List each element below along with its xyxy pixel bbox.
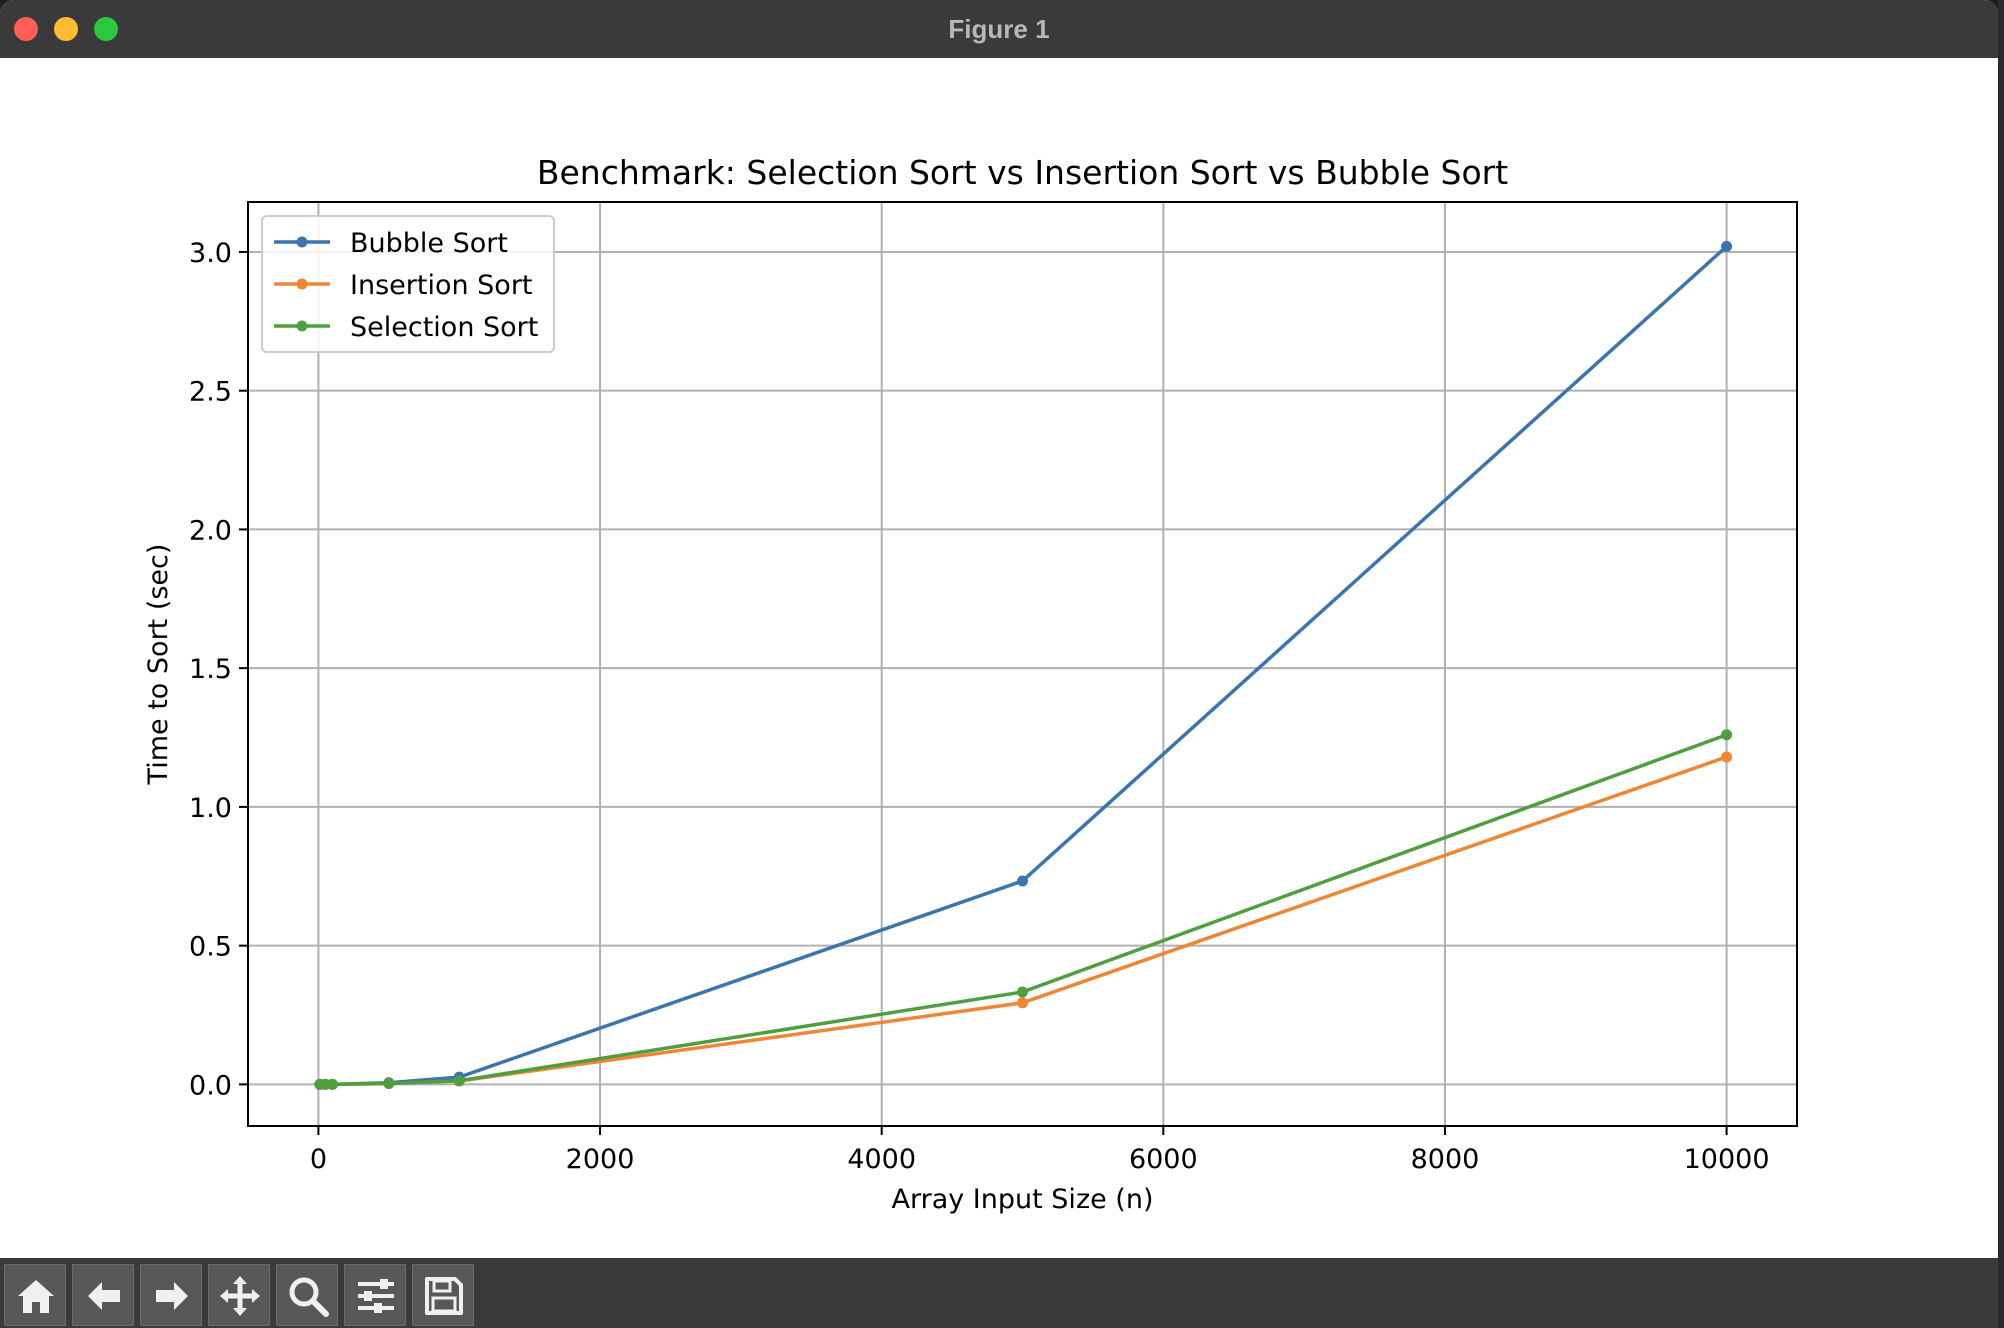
selection-sort-point [1017, 986, 1028, 998]
axes-frame [247, 201, 1798, 1127]
y-tick-label: 0.5 [189, 932, 232, 963]
legend-label-insertion-sort: Insertion Sort [350, 270, 533, 301]
arrow-left-icon [88, 1282, 120, 1310]
bubble-sort-point [1017, 875, 1028, 887]
y-tick-label: 1.0 [189, 793, 232, 824]
sliders-icon [358, 1279, 394, 1313]
y-tick-label: 1.5 [189, 654, 232, 685]
y-axis-label: Time to Sort (sec) [143, 544, 174, 786]
legend-marker-bubble-sort [296, 236, 308, 248]
move-icon [220, 1276, 260, 1316]
x-tick-label: 4000 [847, 1144, 916, 1175]
y-tick-label: 0.0 [189, 1070, 232, 1101]
selection-sort-point [1721, 729, 1733, 741]
chart-title: Benchmark: Selection Sort vs Insertion S… [537, 153, 1508, 192]
x-tick-label: 6000 [1129, 1144, 1198, 1175]
selection-sort-point [453, 1075, 465, 1087]
x-tick-label: 0 [310, 1144, 327, 1175]
insertion-sort-series [314, 751, 1733, 1090]
legend: Bubble Sort Insertion Sort Selection Sort [261, 215, 555, 353]
insertion-sort-point [1017, 997, 1028, 1009]
minimize-window-button[interactable] [54, 17, 78, 41]
configure-subplots-button[interactable] [344, 1264, 406, 1326]
arrow-right-icon [156, 1282, 188, 1310]
save-button[interactable] [412, 1264, 474, 1326]
legend-box [261, 215, 555, 353]
navigation-toolbar [0, 1258, 1998, 1328]
floppy-disk-icon [425, 1277, 463, 1315]
bubble-sort-point [1721, 240, 1733, 252]
selection-sort-point [383, 1078, 395, 1090]
legend-label-selection-sort: Selection Sort [350, 312, 538, 343]
window-title: Figure 1 [948, 14, 1050, 44]
ticks: 0 2000 4000 6000 8000 10000 0.0 0.5 1.0 1.5 2.0 2.5… [189, 238, 1769, 1175]
close-window-button[interactable] [14, 17, 38, 41]
bubble-sort-line [319, 245, 1728, 1087]
window-edge [1998, 0, 2004, 1328]
zoom-button[interactable] [276, 1264, 338, 1326]
legend-marker-selection-sort [296, 320, 308, 332]
line-chart: 0 2000 4000 6000 8000 10000 0.0 0.5 1.0 1.5 2.0 2.5… [143, 153, 1798, 1215]
x-axis-label: Array Input Size (n) [892, 1184, 1154, 1215]
pan-button[interactable] [208, 1264, 270, 1326]
maximize-window-button[interactable] [94, 17, 118, 41]
grid [248, 202, 1797, 1126]
plot-canvas[interactable]: 0 2000 4000 6000 8000 10000 0.0 0.5 1.0 1.5 2.0 2.5… [0, 58, 1998, 1258]
series-layer [314, 240, 1733, 1090]
selection-sort-line [319, 733, 1728, 1087]
selection-sort-series [314, 729, 1733, 1090]
legend-marker-insertion-sort [296, 278, 308, 290]
x-tick-label: 8000 [1411, 1144, 1480, 1175]
title-bar[interactable]: Figure 1 [0, 0, 1998, 59]
bubble-sort-series [314, 240, 1733, 1090]
x-tick-label: 10000 [1684, 1144, 1770, 1175]
home-icon [18, 1280, 54, 1313]
home-button[interactable] [4, 1264, 66, 1326]
x-tick-label: 2000 [566, 1144, 635, 1175]
selection-sort-point [326, 1078, 338, 1090]
back-button[interactable] [72, 1264, 134, 1326]
y-tick-label: 2.5 [189, 377, 232, 408]
insertion-sort-point [1721, 751, 1733, 763]
magnifier-icon [289, 1277, 329, 1317]
y-tick-label: 2.0 [189, 515, 232, 546]
forward-button[interactable] [140, 1264, 202, 1326]
legend-label-bubble-sort: Bubble Sort [350, 228, 508, 259]
y-tick-label: 3.0 [189, 238, 232, 269]
